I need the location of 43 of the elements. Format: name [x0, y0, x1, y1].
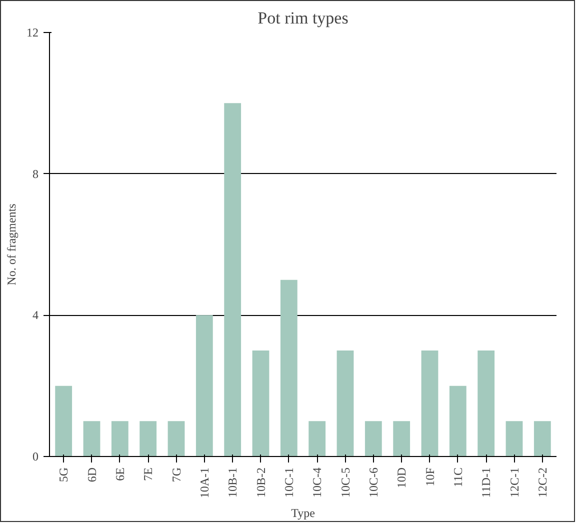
bar [308, 421, 326, 456]
bar [252, 350, 270, 456]
x-tick-label: 5G [56, 467, 71, 482]
y-tick-label: 12 [26, 26, 38, 40]
chart-title: Pot rim types [258, 8, 348, 28]
bar [393, 421, 410, 456]
x-tick-label: 7E [141, 467, 156, 481]
x-tick-label: 10A-1 [197, 467, 212, 498]
bar [534, 421, 551, 456]
x-tick-label: 10C-5 [338, 468, 352, 498]
y-tick-label: 8 [32, 166, 38, 181]
x-tick-label: 6E [112, 467, 127, 481]
bar [196, 315, 213, 456]
bar [224, 103, 242, 456]
x-tick-label: 12C-2 [535, 468, 550, 498]
x-tick-label: 10C-4 [310, 468, 324, 498]
y-tick-label: 4 [32, 308, 38, 322]
x-tick-label: 11D-1 [479, 468, 494, 498]
x-tick-label: 10C-1 [282, 468, 296, 498]
bar [111, 421, 128, 456]
bar [280, 280, 298, 456]
x-tick-label: 6D [84, 467, 99, 482]
bar [364, 421, 382, 456]
y-tick-label: 0 [32, 450, 38, 464]
x-tick-label: 10F [422, 467, 437, 486]
x-tick-label: 10D [394, 467, 409, 488]
x-tick-label: 12C-1 [507, 468, 522, 498]
x-axis-title: Type [291, 506, 315, 520]
x-tick-label: 10B-1 [226, 468, 240, 498]
x-tick-label: 10B-2 [254, 468, 268, 498]
x-tick-label: 7G [169, 467, 184, 482]
bar [55, 386, 72, 456]
x-tick-label: 11C [450, 467, 465, 488]
bar [506, 421, 523, 456]
bar [83, 421, 100, 456]
bar [449, 386, 466, 456]
bar [478, 350, 495, 456]
bar [336, 350, 354, 456]
bar [140, 421, 157, 456]
x-tick-label: 10C-6 [366, 468, 380, 498]
bar [421, 350, 438, 456]
bar [168, 421, 185, 456]
y-axis-title: No. of fragments [4, 203, 18, 286]
